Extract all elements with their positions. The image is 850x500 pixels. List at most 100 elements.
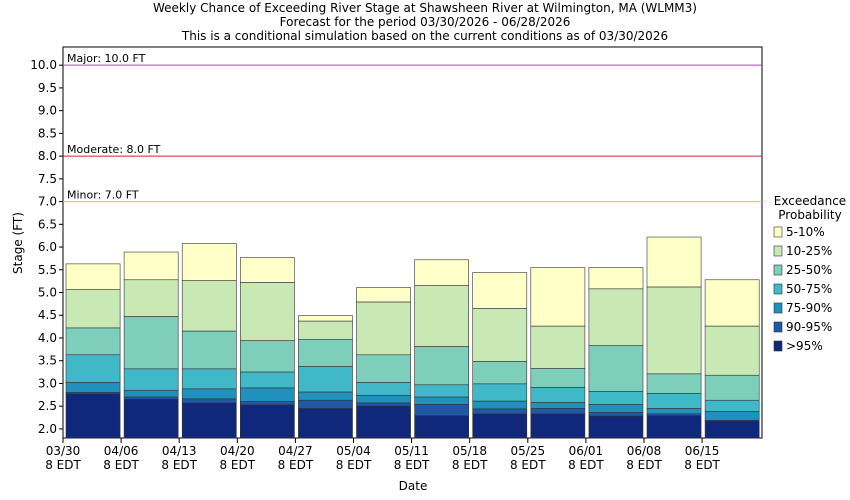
x-tick-label: 04/13 [162,444,197,458]
bar-segment [240,340,295,373]
legend-title-line-1: Exceedance [774,194,846,208]
bar-segment [704,325,760,376]
bar-segment [472,400,528,410]
bar-segment [530,325,586,369]
bar-segment [65,263,121,290]
bar-segment [704,399,760,412]
bar-segment [414,384,470,398]
bar-stack-06-15 [704,279,760,439]
bar-stack-04-27 [298,315,353,439]
threshold-label: Minor: 7.0 FT [67,189,139,202]
title-line-3: This is a conditional simulation based o… [181,29,668,43]
bar-segment [646,393,702,409]
legend-swatch [773,283,783,295]
bar-segment [181,388,237,400]
bar-segment [65,289,121,329]
bar-segment [414,415,470,439]
title-line-2: Forecast for the period 03/30/2026 - 06/… [280,15,571,29]
flood-thresholds: Major: 10.0 FT Moderate: 8.0 FT Minor: 7.0… [63,52,762,203]
x-tick-label: 04/20 [220,444,255,458]
x-tick-sublabel: 8 EDT [161,458,197,472]
bar-segment [123,389,179,398]
x-tick-sublabel: 8 EDT [45,458,81,472]
bar-segment [240,371,295,389]
bar-segment [704,374,760,401]
threshold-label: Major: 10.0 FT [67,52,146,65]
legend-title-line-2: Probability [778,208,841,222]
y-tick-label: 4.5 [38,308,57,322]
bar-stack-03-30 [65,263,121,439]
bar-segment [356,354,411,383]
bar-segment [530,402,586,409]
bar-segment [181,243,237,281]
title-line-1: Weekly Chance of Exceeding River Stage a… [153,1,697,15]
bar-segment [646,415,702,439]
legend-item-label: 75-90% [786,301,832,315]
y-tick-label: 6.0 [38,240,57,254]
bar-segment [646,373,702,394]
bar-stack-04-20 [240,257,295,439]
bar-segment [298,339,353,367]
bar-segment [530,413,586,439]
bar-segment [588,267,644,290]
legend: Exceedance Probability 5-10% 10-25% 25-50%… [773,194,846,353]
bar-segment [472,383,528,402]
bar-segment [356,402,411,407]
legend-swatch [773,226,783,238]
bar-segment [530,408,586,415]
bar-segment [472,361,528,385]
bar-segment [472,408,528,415]
y-tick-label: 8.0 [38,149,57,163]
bar-segment [181,398,237,404]
x-tick-label: 04/06 [104,444,139,458]
bar-segment [123,368,179,391]
bar-segment [588,415,644,439]
bar-segment [181,368,237,390]
y-tick-label: 6.5 [38,217,57,231]
legend-item-label: 5-10% [786,225,825,239]
bar-segment [240,387,295,402]
x-tick-sublabel: 8 EDT [568,458,604,472]
x-tick-label: 06/08 [627,444,662,458]
y-tick-label: 7.5 [38,172,57,186]
x-tick-label: 05/25 [511,444,546,458]
bar-segment [646,286,702,375]
bar-segment [356,382,411,396]
x-tick-sublabel: 8 EDT [684,458,720,472]
bar-segment [472,308,528,362]
legend-item-label: 25-50% [786,263,832,277]
x-tick-sublabel: 8 EDT [103,458,139,472]
bar-segment [414,346,470,386]
x-tick-label: 03/30 [46,444,81,458]
bar-stack-05-11 [414,259,470,439]
bar-segment [530,368,586,388]
legend-item-label: >95% [786,339,823,353]
legend-swatch [773,245,783,257]
bar-segment [356,405,411,439]
bar-segment [298,408,353,439]
bar-stacks [65,236,760,439]
bar-segment [240,257,295,283]
x-tick-sublabel: 8 EDT [394,458,430,472]
plot-area [62,46,763,439]
bar-segment [588,404,644,413]
bar-segment [472,413,528,439]
x-tick-label: 05/11 [394,444,429,458]
bar-segment [588,412,644,417]
bar-segment [181,280,237,332]
x-tick-label: 05/04 [336,444,371,458]
bar-stack-04-06 [123,251,179,439]
bar-segment [646,236,702,288]
x-tick-sublabel: 8 EDT [626,458,662,472]
bar-stack-06-01 [588,267,644,439]
chart-title: Weekly Chance of Exceeding River Stage a… [153,1,697,43]
bar-segment [65,382,121,393]
bar-segment [65,393,121,439]
bar-segment [65,327,121,356]
y-tick-label: 8.5 [38,126,57,140]
legend-item-label: 10-25% [786,244,832,258]
bar-segment [588,288,644,347]
x-tick-sublabel: 8 EDT [219,458,255,472]
x-tick-label: 04/27 [278,444,313,458]
